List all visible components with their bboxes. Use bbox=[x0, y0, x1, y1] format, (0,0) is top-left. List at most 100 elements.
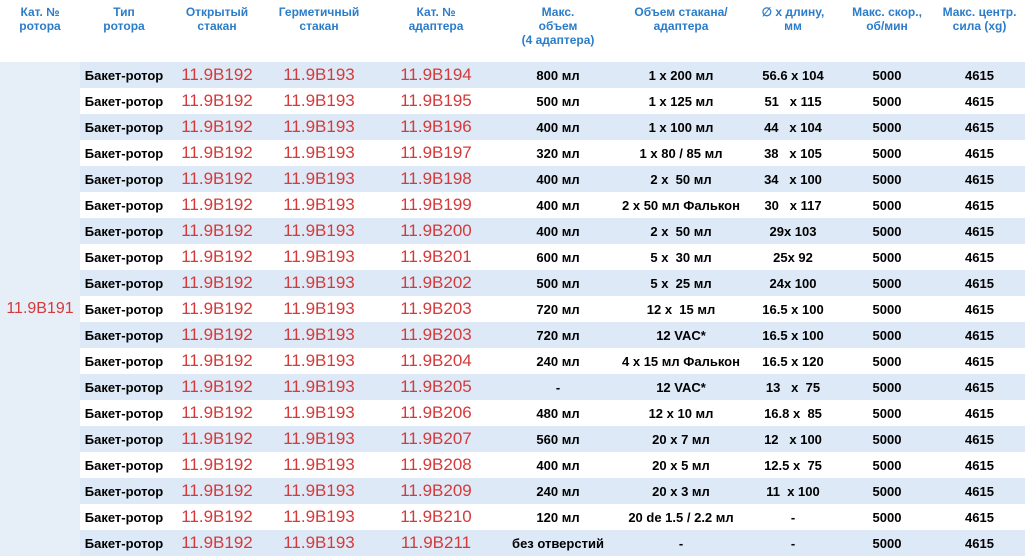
table-cell: 5000 bbox=[840, 426, 934, 452]
table-cell: 480 мл bbox=[536, 405, 580, 421]
table-cell: Бакет-ротор bbox=[84, 353, 164, 369]
table-cell: 11.9B192 bbox=[181, 299, 253, 318]
table-cell: 38 x 105 bbox=[764, 145, 822, 161]
table-cell: 16.5 x 120 bbox=[762, 353, 824, 369]
table-cell: Бакет-ротор bbox=[84, 249, 164, 265]
table-cell: 4615 bbox=[934, 114, 1025, 140]
table-cell: 240 мл bbox=[500, 478, 616, 504]
table-cell: 5000 bbox=[872, 457, 902, 473]
table-cell: Бакет-ротор bbox=[80, 530, 168, 556]
table-cell: 400 мл bbox=[536, 457, 580, 473]
table-row: Бакет-ротор 11.9B192 11.9B193 11.9B201 600 м… bbox=[0, 244, 1025, 270]
table-cell: 30 x 117 bbox=[764, 197, 822, 213]
table-cell: 13 x 75 bbox=[746, 374, 840, 400]
table-cell: 11.9B194 bbox=[372, 62, 500, 88]
table-cell: Бакет-ротор bbox=[84, 457, 164, 473]
table-cell: 4 x 15 мл Фалькон bbox=[622, 353, 740, 369]
table-cell: 560 мл bbox=[500, 426, 616, 452]
table-cell: 4615 bbox=[965, 509, 994, 525]
table-cell: 11.9B193 bbox=[283, 403, 355, 422]
table-cell: 11.9B192 bbox=[181, 195, 253, 214]
table-cell: 25x 92 bbox=[773, 249, 813, 265]
table-row: Бакет-ротор 11.9B192 11.9B193 11.9B202 500 м… bbox=[0, 270, 1025, 296]
table-cell: 5000 bbox=[840, 322, 934, 348]
table-cell: 500 мл bbox=[536, 93, 580, 109]
table-cell: 320 мл bbox=[536, 145, 580, 161]
table-cell: 11.9B193 bbox=[266, 166, 372, 192]
table-cell: 44 x 104 bbox=[746, 114, 840, 140]
table-cell: 11.9B192 bbox=[168, 62, 266, 88]
header-cell: Герметичный стакан bbox=[278, 5, 360, 33]
table-cell: 11.9B193 bbox=[266, 426, 372, 452]
table-cell: 20 de 1.5 / 2.2 мл bbox=[628, 509, 734, 525]
table-cell: 11.9B193 bbox=[266, 270, 372, 296]
table-cell: 1 x 80 / 85 мл bbox=[639, 145, 723, 161]
table-cell: 11.9B197 bbox=[400, 143, 472, 162]
header-cell: Кат. № ротора bbox=[19, 5, 61, 33]
table-cell: 11.9B193 bbox=[266, 114, 372, 140]
table-cell: Бакет-ротор bbox=[80, 62, 168, 88]
table-cell: 4615 bbox=[965, 145, 994, 161]
table-cell: 12 VAC* bbox=[616, 322, 746, 348]
table-cell: 11.9B193 bbox=[266, 62, 372, 88]
table-cell: 16.5 x 100 bbox=[762, 301, 824, 317]
table-cell: 11.9B196 bbox=[372, 114, 500, 140]
table-cell: 5000 bbox=[872, 145, 902, 161]
header-cell: ∅ x длину, мм bbox=[761, 5, 825, 33]
table-cell: 20 x 3 мл bbox=[616, 478, 746, 504]
table-cell: 11.9B192 bbox=[168, 114, 266, 140]
table-row: Бакет-ротор 11.9B192 11.9B193 11.9B206 480 м… bbox=[0, 400, 1025, 426]
table-cell: 12 x 10 мл bbox=[648, 405, 714, 421]
table-cell: 5000 bbox=[840, 114, 934, 140]
header-cell: Макс. скор., об/мин bbox=[852, 5, 922, 33]
table-cell: 4615 bbox=[965, 457, 994, 473]
header-row: Кат. № ротора Тип ротора Открытый стакан Ге… bbox=[0, 0, 1025, 62]
table-cell: 1 x 125 мл bbox=[648, 93, 714, 109]
table-cell: 11.9B192 bbox=[168, 374, 266, 400]
table-cell: Бакет-ротор bbox=[80, 478, 168, 504]
table-cell: 11.9B203 bbox=[372, 322, 500, 348]
table-cell: 20 x 7 мл bbox=[616, 426, 746, 452]
table-cell: 11.9B192 bbox=[181, 91, 253, 110]
table-cell: 29x 103 bbox=[746, 218, 840, 244]
table-cell: - bbox=[746, 530, 840, 556]
table-row: Бакет-ротор 11.9B192 11.9B193 11.9B197 320 м… bbox=[0, 140, 1025, 166]
table-cell: 5000 bbox=[872, 197, 902, 213]
table-cell: 500 мл bbox=[500, 270, 616, 296]
table-cell: 16.8 x 85 bbox=[764, 405, 822, 421]
table-cell: 11.9B193 bbox=[266, 218, 372, 244]
table-cell: 4615 bbox=[965, 93, 994, 109]
table-cell: 11.9B193 bbox=[283, 91, 355, 110]
table-cell: Бакет-ротор bbox=[84, 197, 164, 213]
table-cell: Бакет-ротор bbox=[80, 218, 168, 244]
table-row: Бакет-ротор 11.9B192 11.9B193 11.9B199 400 м… bbox=[0, 192, 1025, 218]
table-cell: 4615 bbox=[934, 62, 1025, 88]
table-cell: 5000 bbox=[840, 218, 934, 244]
table-cell: 11.9B202 bbox=[372, 270, 500, 296]
table-row: Бакет-ротор 11.9B192 11.9B193 11.9B207 560 м… bbox=[0, 426, 1025, 452]
table-cell: 11.9B193 bbox=[266, 374, 372, 400]
table-cell: Бакет-ротор bbox=[84, 145, 164, 161]
table-cell: 11.9B198 bbox=[372, 166, 500, 192]
table-cell: 11.9B192 bbox=[181, 351, 253, 370]
table-cell: 4615 bbox=[965, 301, 994, 317]
table-cell: 2 x 50 мл bbox=[616, 218, 746, 244]
header-cell: Объем стакана/ адаптера bbox=[634, 5, 728, 33]
table-cell: 24x 100 bbox=[746, 270, 840, 296]
table-body: 11.9B191 Бакет-ротор 11.9B192 11.9B193 11.9B… bbox=[0, 62, 1025, 556]
table-cell: 800 мл bbox=[500, 62, 616, 88]
table-cell: 11.9B192 bbox=[168, 166, 266, 192]
table-cell: Бакет-ротор bbox=[80, 322, 168, 348]
table-cell: 11.9B211 bbox=[372, 530, 500, 556]
table-cell: 11.9B192 bbox=[168, 270, 266, 296]
table-cell: 11.9B193 bbox=[283, 455, 355, 474]
table-cell: 12 x 100 bbox=[746, 426, 840, 452]
table-cell: Бакет-ротор bbox=[80, 270, 168, 296]
table-cell: 11.9B193 bbox=[266, 530, 372, 556]
table-cell: 4615 bbox=[934, 530, 1025, 556]
table-cell: Бакет-ротор bbox=[84, 301, 164, 317]
table-cell: 11.9B210 bbox=[400, 507, 472, 526]
table-cell: без отверстий bbox=[500, 530, 616, 556]
header-cell: Открытый стакан bbox=[185, 5, 249, 33]
table-cell: Бакет-ротор bbox=[80, 114, 168, 140]
